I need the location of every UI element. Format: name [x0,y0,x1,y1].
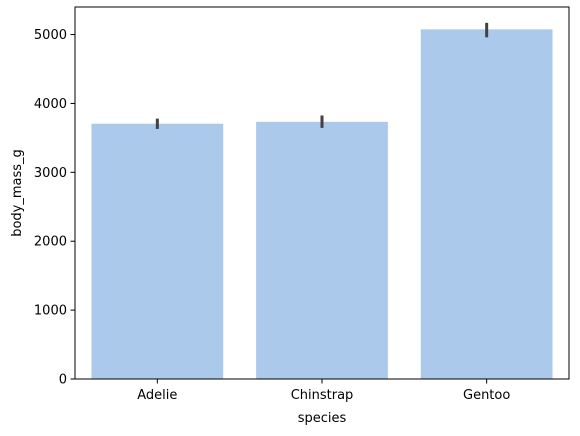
ticks-layer: Adelie Chinstrap Gentoo 0 1000 2000 3000 4000 50… [34,28,510,403]
x-tick-label-gentoo: Gentoo [463,388,510,403]
bar-gentoo [420,29,553,379]
x-tick-label-adelie: Adelie [137,388,177,403]
y-axis-title: body_mass_g [10,149,25,237]
y-tick-label-2000: 2000 [34,235,67,250]
y-tick-label-4000: 4000 [34,97,67,112]
y-tick-label-0: 0 [59,373,67,388]
x-tick-label-chinstrap: Chinstrap [291,388,354,403]
bar-adelie [91,123,224,379]
x-axis-title: species [298,411,347,426]
errorbars-layer [155,22,489,129]
bars-layer [91,29,553,380]
y-tick-label-3000: 3000 [34,166,67,181]
bar-chinstrap [256,121,388,380]
y-tick-label-5000: 5000 [34,28,67,43]
y-tick-label-1000: 1000 [34,304,67,319]
